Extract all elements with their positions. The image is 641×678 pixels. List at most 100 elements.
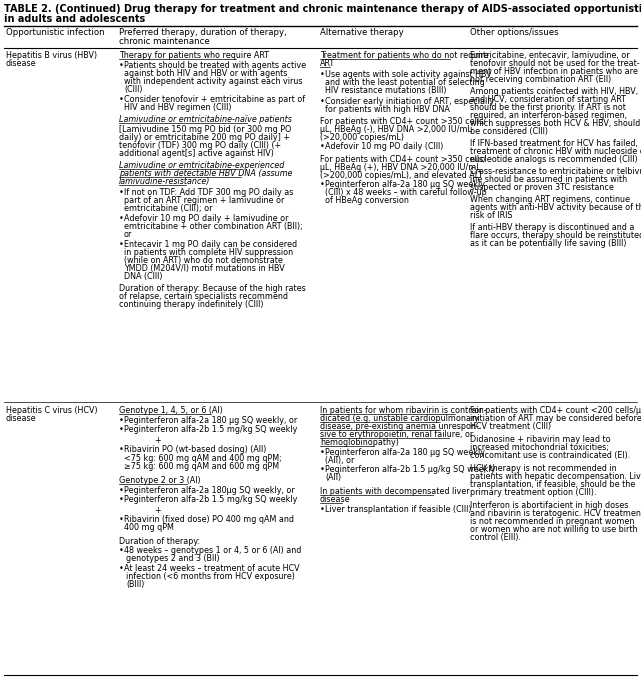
Text: (while on ART) who do not demonstrate: (while on ART) who do not demonstrate — [124, 256, 283, 265]
Text: hemoglobinopathy): hemoglobinopathy) — [320, 438, 399, 447]
Text: (>20,000 copies/mL): (>20,000 copies/mL) — [320, 133, 404, 142]
Text: dicated (e.g. unstable cardiopulmonary: dicated (e.g. unstable cardiopulmonary — [320, 414, 479, 423]
Text: Ribavirin (fixed dose) PO 400 mg qAM and: Ribavirin (fixed dose) PO 400 mg qAM and — [124, 515, 294, 524]
Text: emtricitabine + other combination ART (BII);: emtricitabine + other combination ART (B… — [124, 222, 303, 231]
Text: ment of HBV infection in patients who are: ment of HBV infection in patients who ar… — [470, 67, 638, 76]
Text: Peginterferon alfa-2a 180μg SQ weekly, or: Peginterferon alfa-2a 180μg SQ weekly, o… — [124, 486, 295, 495]
Text: required, an interferon-based regimen,: required, an interferon-based regimen, — [470, 111, 627, 120]
Text: infection (<6 months from HCV exposure): infection (<6 months from HCV exposure) — [126, 572, 295, 581]
Text: Treatment for patients who do not require: Treatment for patients who do not requir… — [320, 51, 488, 60]
Text: Peginterferon alfa-2a 180 μg SQ weekly, or: Peginterferon alfa-2a 180 μg SQ weekly, … — [124, 416, 297, 425]
Text: continuing therapy indefinitely (CIII): continuing therapy indefinitely (CIII) — [119, 300, 263, 309]
Text: •: • — [119, 240, 124, 249]
Text: concomitant use is contraindicated (EI).: concomitant use is contraindicated (EI). — [470, 451, 630, 460]
Text: Among patients coinfected with HIV, HBV,: Among patients coinfected with HIV, HBV, — [470, 87, 638, 96]
Text: Entecavir 1 mg PO daily can be considered: Entecavir 1 mg PO daily can be considere… — [124, 240, 297, 249]
Text: Didanosine + ribavirin may lead to: Didanosine + ribavirin may lead to — [470, 435, 611, 444]
Text: Genotype 2 or 3 (AI): Genotype 2 or 3 (AI) — [119, 476, 201, 485]
Text: Lamivudine or emtricitabine-naïve patients: Lamivudine or emtricitabine-naïve patien… — [119, 115, 292, 124]
Text: Hepatitis C virus (HCV): Hepatitis C virus (HCV) — [6, 406, 97, 415]
Text: Peginterferon alfa-2b 1.5 mg/kg SQ weekly: Peginterferon alfa-2b 1.5 mg/kg SQ weekl… — [124, 495, 297, 504]
Text: Consider early initiation of ART, especially: Consider early initiation of ART, especi… — [325, 97, 494, 106]
Text: HCV treatment (CIII): HCV treatment (CIII) — [470, 422, 551, 431]
Text: disease: disease — [320, 495, 351, 504]
Text: or: or — [124, 230, 133, 239]
Text: part of an ART regimen + lamivudine or: part of an ART regimen + lamivudine or — [124, 196, 285, 205]
Text: When changing ART regimens, continue: When changing ART regimens, continue — [470, 195, 630, 204]
Text: (CIII): (CIII) — [124, 85, 142, 94]
Text: control (EIII).: control (EIII). — [470, 533, 521, 542]
Text: 48 weeks – genotypes 1 or 4, 5 or 6 (AI) and: 48 weeks – genotypes 1 or 4, 5 or 6 (AI)… — [124, 546, 301, 555]
Text: and ribavirin is teratogenic. HCV treatment: and ribavirin is teratogenic. HCV treatm… — [470, 509, 641, 518]
Text: (CIII) x 48 weeks – with careful follow-up: (CIII) x 48 weeks – with careful follow-… — [325, 188, 487, 197]
Text: as it can be potentially life saving (BIII): as it can be potentially life saving (BI… — [470, 239, 626, 248]
Text: in adults and adolescents: in adults and adolescents — [4, 14, 146, 24]
Text: tenofovir (TDF) 300 mg PO daily (CIII) (+: tenofovir (TDF) 300 mg PO daily (CIII) (… — [119, 141, 281, 150]
Text: •: • — [119, 564, 124, 573]
Text: •: • — [119, 546, 124, 555]
Text: ART: ART — [320, 59, 335, 68]
Text: chronic maintenance: chronic maintenance — [119, 37, 210, 46]
Text: Adefovir 10 mg PO daily (CIII): Adefovir 10 mg PO daily (CIII) — [325, 142, 444, 151]
Text: Ribavirin PO (wt-based dosing) (AII): Ribavirin PO (wt-based dosing) (AII) — [124, 445, 267, 454]
Text: HIV resistance mutations (BIII): HIV resistance mutations (BIII) — [325, 86, 447, 95]
Text: +: + — [154, 506, 161, 515]
Text: Liver transplantation if feasible (CIII): Liver transplantation if feasible (CIII) — [325, 505, 472, 514]
Text: In patients with decompensated liver: In patients with decompensated liver — [320, 487, 470, 496]
Text: patients with hepatic decompensation. Liver: patients with hepatic decompensation. Li… — [470, 472, 641, 481]
Text: risk of IRIS: risk of IRIS — [470, 211, 513, 220]
Text: •: • — [320, 142, 325, 151]
Text: TABLE 2. (Continued) Drug therapy for treatment and chronic maintenance therapy : TABLE 2. (Continued) Drug therapy for tr… — [4, 4, 641, 14]
Text: disease, pre-existing anemia unrespon-: disease, pre-existing anemia unrespon- — [320, 422, 479, 431]
Text: Consider tenofovir + emtricitabine as part of: Consider tenofovir + emtricitabine as pa… — [124, 95, 305, 104]
Text: initiation of ART may be considered before: initiation of ART may be considered befo… — [470, 414, 641, 423]
Text: Lamivudine or emtricitabine-experienced: Lamivudine or emtricitabine-experienced — [119, 161, 285, 170]
Text: is not recommended in pregnant women: is not recommended in pregnant women — [470, 517, 635, 526]
Text: Alternative therapy: Alternative therapy — [320, 28, 404, 37]
Text: Cross-resistance to emtricitabine or telbivud-: Cross-resistance to emtricitabine or tel… — [470, 167, 641, 176]
Text: •: • — [119, 214, 124, 223]
Text: If anti-HBV therapy is discontinued and a: If anti-HBV therapy is discontinued and … — [470, 223, 635, 232]
Text: should be the first priority. If ART is not: should be the first priority. If ART is … — [470, 103, 626, 112]
Text: not receiving combination ART (EII): not receiving combination ART (EII) — [470, 75, 612, 84]
Text: tenofovir should not be used for the treat-: tenofovir should not be used for the tre… — [470, 59, 640, 68]
Text: treatment of chronic HBV with nucleoside or: treatment of chronic HBV with nucleoside… — [470, 147, 641, 156]
Text: in patients with complete HIV suppression: in patients with complete HIV suppressio… — [124, 248, 293, 257]
Text: patients with detectable HBV DNA (assume: patients with detectable HBV DNA (assume — [119, 169, 292, 178]
Text: μL, HBeAg (+), HBV DNA >20,000 IU/mL: μL, HBeAg (+), HBV DNA >20,000 IU/mL — [320, 163, 481, 172]
Text: disease: disease — [6, 59, 37, 68]
Text: μL, HBeAg (-), HBV DNA >2,000 IU/mL: μL, HBeAg (-), HBV DNA >2,000 IU/mL — [320, 125, 472, 134]
Text: Peginterferon alfa-2a 180 μg SQ weekly: Peginterferon alfa-2a 180 μg SQ weekly — [325, 448, 485, 457]
Text: flare occurs, therapy should be reinstituted,: flare occurs, therapy should be reinstit… — [470, 231, 641, 240]
Text: Adefovir 10 mg PO daily + lamivudine or: Adefovir 10 mg PO daily + lamivudine or — [124, 214, 288, 223]
Text: HCV therapy is not recommended in: HCV therapy is not recommended in — [470, 464, 617, 473]
Text: agents with anti-HBV activity because of the: agents with anti-HBV activity because of… — [470, 203, 641, 212]
Text: Other options/issues: Other options/issues — [470, 28, 558, 37]
Text: DNA (CIII): DNA (CIII) — [124, 272, 163, 281]
Text: [Lamivudine 150 mg PO bid (or 300 mg PO: [Lamivudine 150 mg PO bid (or 300 mg PO — [119, 125, 292, 134]
Text: with independent activity against each virus: with independent activity against each v… — [124, 77, 303, 86]
Text: Peginterferon alfa-2b 1.5 μg/kg SQ weekly: Peginterferon alfa-2b 1.5 μg/kg SQ weekl… — [325, 465, 495, 474]
Text: •: • — [320, 465, 325, 474]
Text: •: • — [119, 425, 124, 434]
Text: primary treatment option (CIII).: primary treatment option (CIII). — [470, 488, 597, 497]
Text: Genotype 1, 4, 5, or 6 (AI): Genotype 1, 4, 5, or 6 (AI) — [119, 406, 223, 415]
Text: emtricitabine (CIII); or: emtricitabine (CIII); or — [124, 204, 213, 213]
Text: YMDD (M204V/I) motif mutations in HBV: YMDD (M204V/I) motif mutations in HBV — [124, 264, 285, 273]
Text: For patients with CD4+ count >350 cells/: For patients with CD4+ count >350 cells/ — [320, 117, 486, 126]
Text: ≥75 kg: 600 mg qAM and 600 mg qPM: ≥75 kg: 600 mg qAM and 600 mg qPM — [124, 462, 279, 471]
Text: For patients with CD4+ count >350 cells/: For patients with CD4+ count >350 cells/ — [320, 155, 486, 164]
Text: 400 mg qPM: 400 mg qPM — [124, 523, 174, 532]
Text: •: • — [119, 188, 124, 197]
Text: or women who are not willing to use birth: or women who are not willing to use birt… — [470, 525, 638, 534]
Text: daily) or emtricitabine 200 mg PO daily] +: daily) or emtricitabine 200 mg PO daily]… — [119, 133, 290, 142]
Text: •: • — [119, 445, 124, 454]
Text: If IFN-based treatment for HCV has failed,: If IFN-based treatment for HCV has faile… — [470, 139, 638, 148]
Text: •: • — [119, 486, 124, 495]
Text: increased mitochondrial toxicities;: increased mitochondrial toxicities; — [470, 443, 609, 452]
Text: •: • — [119, 515, 124, 524]
Text: and HCV, consideration of starting ART: and HCV, consideration of starting ART — [470, 95, 626, 104]
Text: lamivudine-resistance): lamivudine-resistance) — [119, 177, 210, 186]
Text: nucleotide analogs is recommended (CIII): nucleotide analogs is recommended (CIII) — [470, 155, 638, 164]
Text: •: • — [119, 495, 124, 504]
